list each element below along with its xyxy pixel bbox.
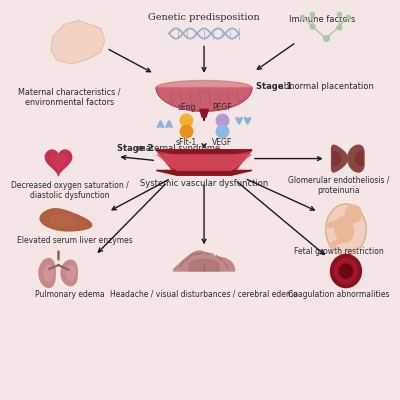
- Polygon shape: [40, 209, 92, 231]
- Text: VEGF: VEGF: [212, 138, 232, 147]
- Polygon shape: [61, 260, 77, 286]
- Text: maternal syndrome: maternal syndrome: [135, 144, 220, 153]
- Text: abnormal placentation: abnormal placentation: [276, 82, 374, 91]
- Text: Stage 1: Stage 1: [256, 82, 292, 91]
- Polygon shape: [51, 20, 104, 64]
- Polygon shape: [44, 265, 53, 281]
- Polygon shape: [156, 80, 252, 88]
- Ellipse shape: [335, 217, 354, 242]
- Polygon shape: [332, 145, 348, 172]
- Polygon shape: [333, 152, 340, 166]
- Polygon shape: [66, 266, 75, 280]
- Polygon shape: [45, 150, 72, 176]
- Ellipse shape: [326, 204, 366, 255]
- Text: sFlt-1: sFlt-1: [176, 138, 197, 147]
- Text: sEng: sEng: [177, 103, 196, 112]
- Polygon shape: [348, 145, 364, 172]
- Polygon shape: [200, 109, 208, 117]
- Circle shape: [345, 205, 362, 222]
- Polygon shape: [50, 215, 76, 226]
- Text: Immune factors: Immune factors: [289, 15, 355, 24]
- Polygon shape: [174, 251, 235, 271]
- Circle shape: [334, 258, 358, 284]
- Polygon shape: [189, 259, 219, 271]
- Polygon shape: [157, 155, 251, 170]
- Text: PEGF: PEGF: [212, 103, 232, 112]
- Text: Decreased oxygen saturation /
diastolic dysfunction: Decreased oxygen saturation / diastolic …: [11, 181, 128, 200]
- Text: Fetal growth restriction: Fetal growth restriction: [294, 246, 384, 256]
- Text: Genetic predisposition: Genetic predisposition: [148, 13, 260, 22]
- Polygon shape: [156, 88, 252, 111]
- Polygon shape: [355, 152, 363, 166]
- Polygon shape: [156, 150, 252, 175]
- Polygon shape: [156, 170, 252, 175]
- Text: Elevated serum liver enzymes: Elevated serum liver enzymes: [17, 236, 133, 245]
- Text: Stage 2: Stage 2: [118, 144, 154, 153]
- Text: Coagulation abnormalities: Coagulation abnormalities: [288, 290, 389, 299]
- Text: Glomerular endotheliosis /
proteinuria: Glomerular endotheliosis / proteinuria: [288, 176, 389, 195]
- Polygon shape: [50, 154, 66, 170]
- Circle shape: [339, 264, 352, 278]
- Text: Systemic vascular dysfunction: Systemic vascular dysfunction: [140, 180, 268, 188]
- Text: Headache / visual disturbances / cerebral edema: Headache / visual disturbances / cerebra…: [110, 290, 298, 299]
- Text: Maternal characteristics /
environmental factors: Maternal characteristics / environmental…: [18, 88, 121, 107]
- Polygon shape: [156, 150, 252, 155]
- Circle shape: [330, 254, 362, 288]
- Text: Pulmonary edema: Pulmonary edema: [35, 290, 104, 299]
- Polygon shape: [39, 258, 55, 287]
